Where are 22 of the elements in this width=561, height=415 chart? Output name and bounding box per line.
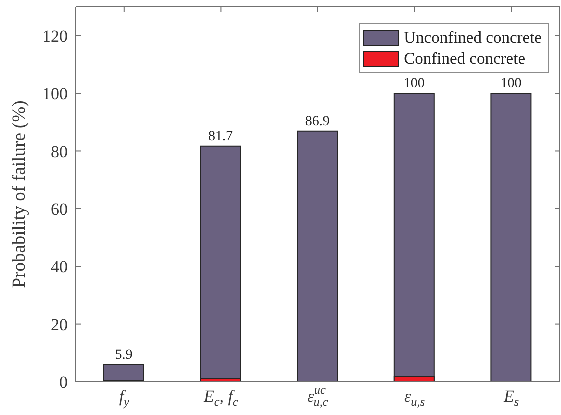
- legend-label: Unconfined concrete: [404, 28, 542, 48]
- data-label: 86.9: [305, 114, 330, 130]
- y-tick-label: 100: [42, 84, 68, 104]
- y-tick-label: 80: [51, 142, 68, 162]
- x-tick-label: f$_{y}$: [119, 386, 130, 409]
- y-axis-title: Probability of failure (%): [10, 100, 30, 288]
- data-label: 5.9: [115, 348, 133, 363]
- data-label: 81.7: [208, 129, 234, 144]
- data-label: 100: [404, 76, 425, 92]
- x-tick-label: ε$_{u,s}$: [404, 386, 426, 409]
- y-tick-label: 60: [51, 200, 68, 219]
- x-tick-label: E$_{s}$: [503, 386, 520, 409]
- y-tick-label: 20: [51, 315, 68, 334]
- data-label: 100: [500, 76, 522, 92]
- bar: [297, 130, 338, 382]
- y-tick-label: 120: [42, 26, 68, 46]
- y-tick-label: 0: [60, 373, 68, 392]
- x-tick-label: E$_{c}$, f$_{c}$: [202, 386, 240, 409]
- bar: [490, 93, 532, 382]
- bar: [104, 364, 144, 382]
- y-tick-label: 40: [51, 258, 68, 277]
- legend-label: Confined concrete: [404, 48, 526, 68]
